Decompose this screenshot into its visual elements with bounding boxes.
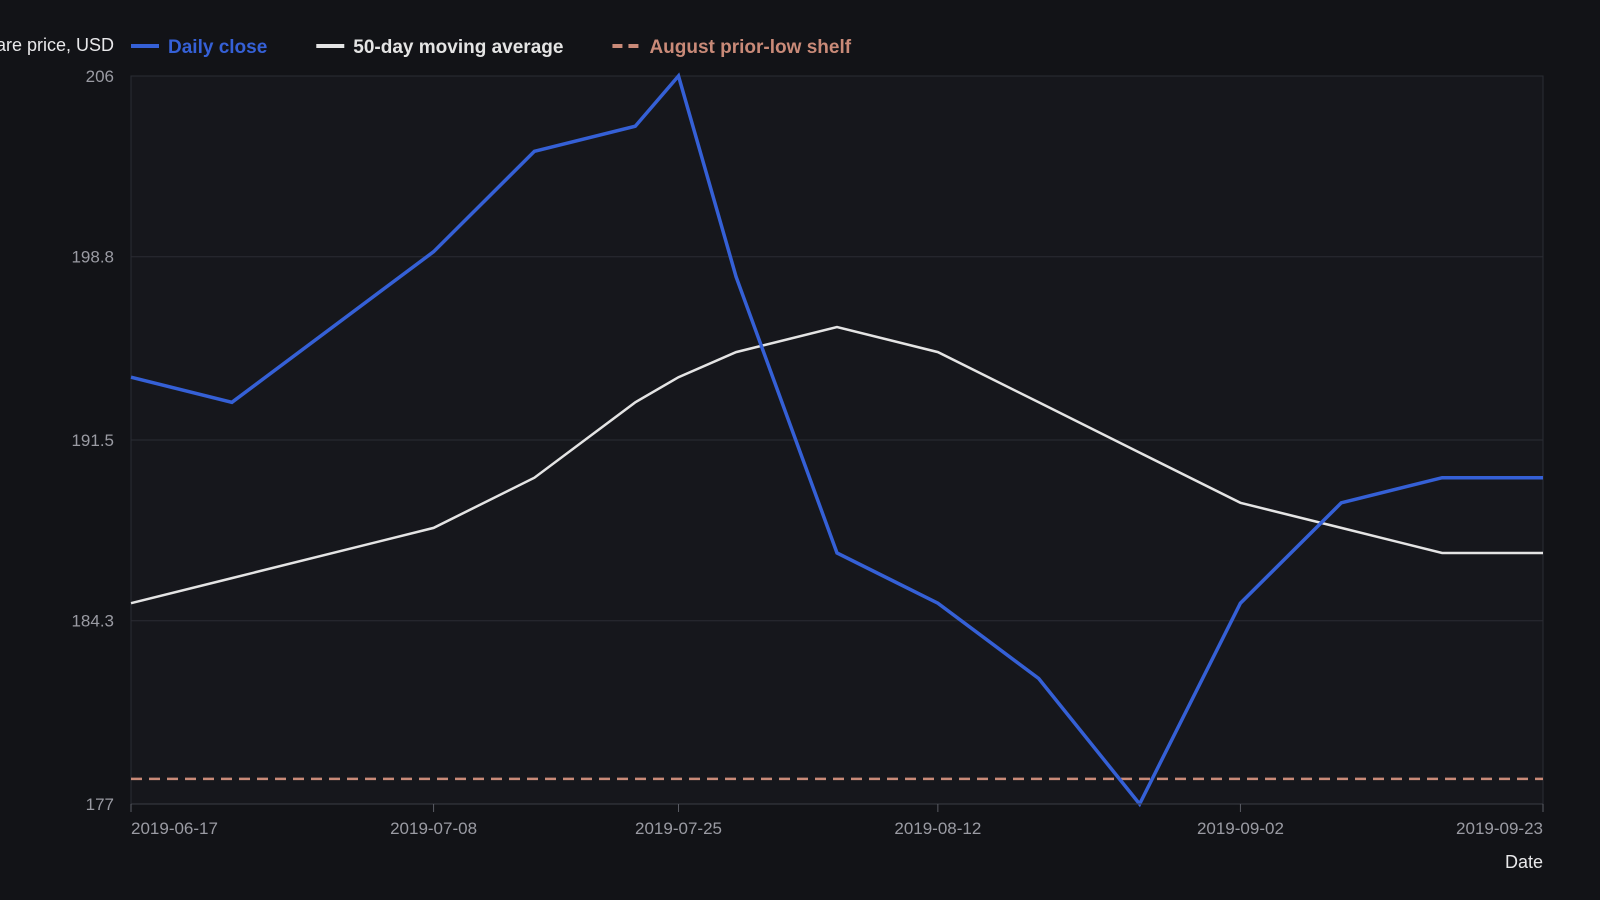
legend-entry: August prior-low shelf [649,37,851,58]
x-axis-label: Date [1505,852,1543,872]
series-lines [130,72,1543,808]
x-tick-label: 2019-06-17 [131,819,218,838]
x-tick-label: 2019-07-08 [390,819,477,838]
y-tick-label: 177 [86,795,114,814]
moving-average-line [130,325,1543,605]
y-tick-label: 191.5 [71,431,114,450]
x-tick-label: 2019-08-12 [894,819,981,838]
y-tick-label: 206 [86,67,114,86]
legend-entry: 50-day moving average [353,37,563,58]
legend-entry: Daily close [168,37,267,58]
x-tick-label: 2019-09-02 [1197,819,1284,838]
x-tick-label: 2019-09-23 [1456,819,1543,838]
axes: 206 198.8 191.5 184.3 177 2019-06-17 2019-07-0… [0,35,1544,872]
y-axis-label: Share price, USD [0,35,114,55]
x-tick-label: 2019-07-25 [635,819,722,838]
y-tick-label: 184.3 [71,612,114,631]
y-tick-label: 198.8 [71,248,114,267]
daily-close-line [130,72,1543,808]
grid-lines [130,75,1544,805]
legend: Daily close 50-day moving average August p… [131,37,852,58]
